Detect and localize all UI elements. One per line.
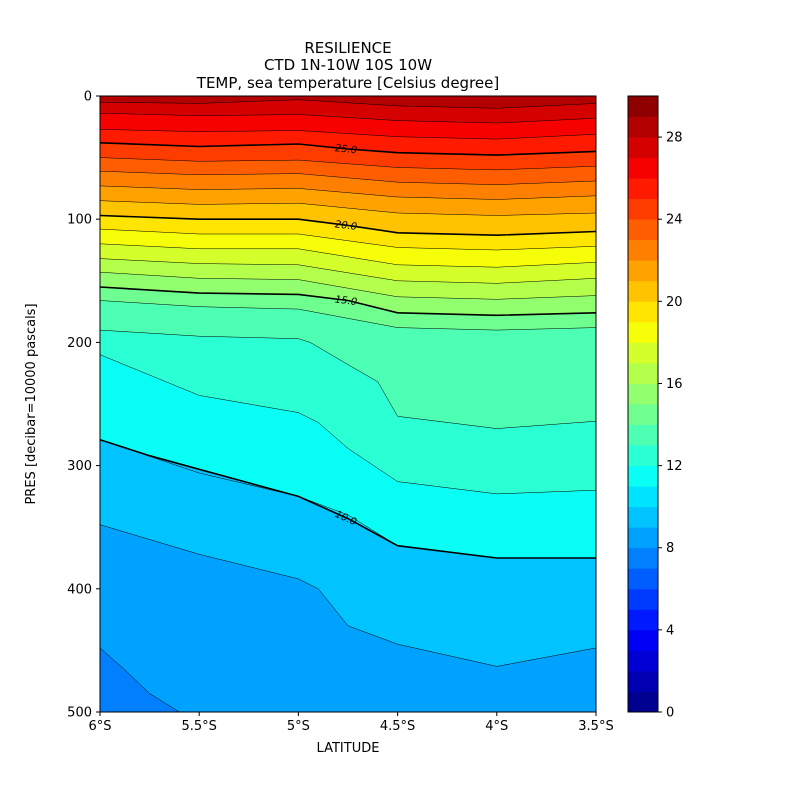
x-tick-label: 3.5°S bbox=[578, 719, 613, 734]
isotherm-15 bbox=[100, 286, 596, 317]
colorbar-band bbox=[628, 588, 658, 610]
band-below-9 bbox=[100, 524, 596, 712]
isotherm-12 bbox=[100, 354, 596, 495]
colorbar-tick-label: 28 bbox=[666, 131, 683, 146]
isotherm-17 bbox=[100, 258, 596, 284]
colorbar-band bbox=[628, 404, 658, 425]
x-tick-label: 6°S bbox=[88, 719, 111, 734]
colorbar-band bbox=[628, 362, 658, 384]
y-tick-label: 400 bbox=[67, 582, 92, 597]
y-tick-label: 0 bbox=[84, 90, 92, 105]
isotherm-25 bbox=[100, 142, 596, 156]
colorbar-band bbox=[628, 198, 658, 220]
isotherm-16 bbox=[100, 271, 596, 300]
colorbar-band bbox=[628, 96, 658, 117]
colorbar: 0 4 8 12 16 20 24 28 bbox=[627, 95, 683, 721]
isotherm-24 bbox=[100, 157, 596, 171]
isotherm-9 bbox=[100, 524, 596, 667]
x-tick-label: 4°S bbox=[485, 719, 508, 734]
title-line-3: TEMP, sea temperature [Celsius degree] bbox=[196, 74, 499, 92]
colorbar-band bbox=[628, 609, 658, 631]
colorbar-band bbox=[628, 219, 658, 241]
colorbar-band bbox=[628, 260, 658, 282]
colorbar-band bbox=[628, 116, 658, 138]
colorbar-band bbox=[628, 342, 658, 364]
colorbar-band bbox=[628, 137, 658, 158]
isotherm-13 bbox=[100, 329, 596, 429]
y-axis-label: PRES [decibar=10000 pascals] bbox=[24, 303, 39, 504]
colorbar-frame bbox=[627, 95, 659, 713]
title-line-2: CTD 1N-10W 10S 10W bbox=[264, 56, 432, 74]
colorbar-tick-label: 4 bbox=[666, 623, 674, 638]
colorbar-band bbox=[628, 547, 658, 569]
y-tick-label: 500 bbox=[67, 706, 92, 721]
chart-title: RESILIENCE CTD 1N-10W 10S 10W TEMP, sea … bbox=[196, 39, 499, 92]
isotherm-27 bbox=[100, 112, 596, 124]
colorbar-band bbox=[628, 486, 658, 508]
colorbar-tick-label: 12 bbox=[666, 459, 683, 474]
colorbar-tick-label: 8 bbox=[666, 541, 674, 556]
x-tick-label: 5°S bbox=[287, 719, 310, 734]
colorbar-band bbox=[628, 383, 658, 405]
x-axis-label: LATITUDE bbox=[317, 741, 380, 756]
isotherm-21 bbox=[100, 200, 596, 216]
isotherm-19 bbox=[100, 228, 596, 251]
colorbar-band bbox=[628, 157, 658, 179]
colorbar-tick-label: 0 bbox=[666, 706, 674, 721]
colorbar-tick-label: 24 bbox=[666, 213, 683, 228]
x-axis: 6°S 5.5°S 5°S 4.5°S 4°S 3.5°S bbox=[88, 712, 614, 734]
colorbar-band bbox=[628, 527, 658, 549]
plot-frame bbox=[99, 95, 597, 713]
isotherm-28 bbox=[100, 99, 596, 109]
colorbar-band bbox=[628, 239, 658, 261]
colorbar-band bbox=[628, 568, 658, 590]
x-tick-label: 5.5°S bbox=[181, 719, 216, 734]
colorbar-band bbox=[628, 629, 658, 651]
colorbar-band bbox=[628, 424, 658, 446]
colorbar-band bbox=[628, 691, 658, 713]
colorbar-band bbox=[628, 445, 658, 466]
y-tick-label: 300 bbox=[67, 459, 92, 474]
colorbar-band bbox=[628, 670, 658, 692]
x-tick-label: 4.5°S bbox=[380, 719, 415, 734]
isotherm-23 bbox=[100, 170, 596, 185]
plot-area bbox=[100, 96, 596, 712]
colorbar-band bbox=[628, 321, 658, 343]
colorbar-tick-label: 16 bbox=[666, 377, 683, 392]
isotherm-18 bbox=[100, 243, 596, 268]
colorbar-band bbox=[628, 178, 658, 200]
isotherm-label-20: 20.0 bbox=[334, 219, 357, 233]
temperature-bands bbox=[100, 96, 596, 712]
y-tick-label: 100 bbox=[67, 213, 92, 228]
isotherm-label-25: 25.0 bbox=[334, 143, 357, 156]
colorbar-band bbox=[628, 650, 658, 672]
title-line-1: RESILIENCE bbox=[304, 39, 391, 57]
isotherm-20 bbox=[100, 214, 596, 237]
isotherm-8 bbox=[100, 647, 180, 712]
isotherm-10 bbox=[100, 438, 596, 559]
isotherm-22 bbox=[100, 185, 596, 200]
colorbar-band bbox=[628, 465, 658, 487]
colorbar-band bbox=[628, 280, 658, 302]
colorbar-band bbox=[628, 506, 658, 528]
isotherm-26 bbox=[100, 129, 596, 140]
isotherm-lines bbox=[100, 99, 596, 712]
band-below-8 bbox=[100, 647, 180, 712]
colorbar-tick-label: 20 bbox=[666, 295, 683, 310]
isotherm-14 bbox=[100, 300, 596, 331]
isotherm-label-15: 15.0 bbox=[334, 294, 357, 308]
y-axis: 0 100 200 300 400 500 bbox=[67, 90, 100, 721]
y-tick-label: 200 bbox=[67, 336, 92, 351]
colorbar-band bbox=[628, 301, 658, 323]
